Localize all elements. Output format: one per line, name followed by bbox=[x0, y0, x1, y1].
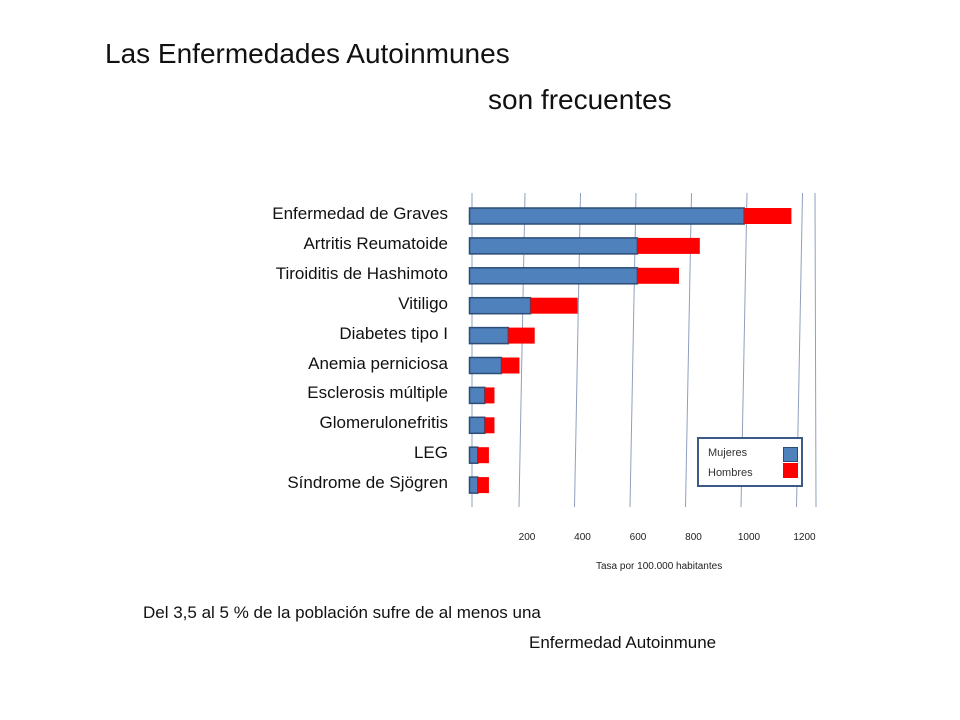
x-tick-label-400: 400 bbox=[574, 532, 591, 543]
category-label-5: Anemia perniciosa bbox=[308, 353, 448, 373]
x-tick-label-200: 200 bbox=[519, 532, 536, 543]
bar-hombres-8 bbox=[477, 447, 489, 464]
x-tick-label-1200: 1200 bbox=[793, 532, 816, 543]
category-label-7: Glomerulonefritis bbox=[319, 413, 449, 433]
bar-mujeres-9 bbox=[468, 476, 479, 494]
bar-hombres-0 bbox=[744, 208, 792, 224]
x-tick-label-1000: 1000 bbox=[738, 532, 761, 543]
category-label-8: LEG bbox=[413, 443, 448, 463]
legend-swatch-mujeres bbox=[783, 447, 798, 462]
bar-mujeres-5 bbox=[468, 356, 503, 375]
bar-hombres-1 bbox=[637, 237, 700, 254]
bar-hombres-9 bbox=[477, 477, 489, 494]
plot-right-edge bbox=[814, 192, 817, 508]
category-label-2: Tiroiditis de Hashimoto bbox=[275, 263, 448, 283]
x-tick-label-800: 800 bbox=[685, 532, 702, 543]
category-label-9: Síndrome de Sjögren bbox=[287, 473, 448, 493]
bar-mujeres-8 bbox=[468, 446, 479, 464]
category-label-4: Diabetes tipo I bbox=[339, 323, 448, 343]
bar-hombres-6 bbox=[484, 387, 495, 404]
bar-mujeres-6 bbox=[468, 386, 486, 405]
chart-legend: Mujeres Hombres bbox=[697, 437, 803, 487]
x-axis-title: Tasa por 100.000 habitantes bbox=[596, 561, 723, 572]
bar-mujeres-2 bbox=[468, 267, 639, 285]
bar-mujeres-7 bbox=[468, 416, 486, 435]
x-tick-label-600: 600 bbox=[630, 532, 647, 543]
bar-hombres-5 bbox=[501, 357, 520, 374]
footer-line1: Del 3,5 al 5 % de la población sufre de … bbox=[143, 603, 541, 622]
category-label-6: Esclerosis múltiple bbox=[307, 383, 448, 403]
bar-mujeres-4 bbox=[468, 326, 510, 345]
slide-title-line1: Las Enfermedades Autoinmunes bbox=[105, 38, 510, 69]
bar-mujeres-1 bbox=[468, 237, 639, 255]
bar-mujeres-0 bbox=[468, 207, 745, 225]
bar-hombres-7 bbox=[484, 417, 495, 434]
slide-title-line2: son frecuentes bbox=[488, 84, 672, 115]
footer-line2: Enfermedad Autoinmune bbox=[529, 633, 717, 652]
category-label-1: Artritis Reumatoide bbox=[303, 233, 448, 253]
legend-swatch-hombres bbox=[783, 463, 798, 478]
bar-mujeres-3 bbox=[468, 296, 532, 315]
legend-label-hombres: Hombres bbox=[708, 467, 753, 479]
legend-label-mujeres: Mujeres bbox=[708, 447, 748, 459]
bar-hombres-4 bbox=[508, 327, 535, 344]
bar-hombres-3 bbox=[530, 297, 578, 314]
bar-hombres-2 bbox=[637, 267, 680, 284]
category-label-0: Enfermedad de Graves bbox=[272, 204, 448, 223]
category-label-3: Vitiligo bbox=[398, 293, 448, 313]
